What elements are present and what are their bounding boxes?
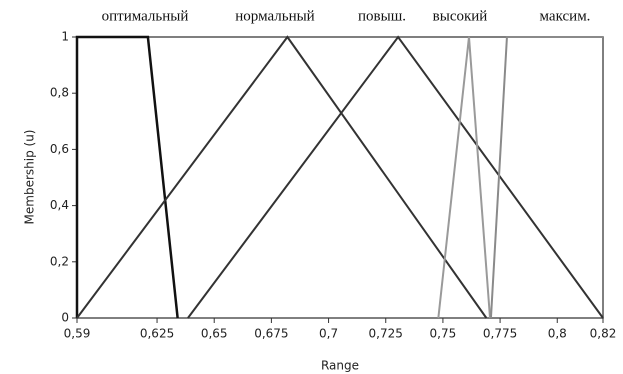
membership-line <box>76 35 488 319</box>
x-tick-label: 0,775 <box>483 327 517 341</box>
x-axis-label: Range <box>321 359 359 373</box>
y-tick-label: 0,8 <box>50 86 69 100</box>
legend-label: повыш. <box>358 8 406 24</box>
x-tick-label: 0,59 <box>64 327 91 341</box>
y-axis-label: Membership (u) <box>23 130 37 225</box>
y-tick-label: 0,6 <box>50 142 69 156</box>
y-tick-label: 0,2 <box>50 254 69 268</box>
membership-line <box>437 36 492 319</box>
legend-label: максим. <box>540 8 591 24</box>
legend-label: нормальный <box>235 8 314 24</box>
legend-label: высокий <box>433 8 488 24</box>
y-tick-label: 0 <box>61 311 69 325</box>
x-tick-label: 0,725 <box>369 327 403 341</box>
y-tick-label: 1 <box>61 30 69 44</box>
legend-label: оптимальный <box>102 8 189 24</box>
plot-frame <box>76 36 604 319</box>
x-tick-label: 0,625 <box>140 327 174 341</box>
membership-line <box>187 35 604 319</box>
membership-line <box>489 36 603 319</box>
y-tick-label: 0,4 <box>50 198 69 212</box>
x-tick-label: 0,8 <box>548 327 567 341</box>
x-tick-label: 0,82 <box>590 327 617 341</box>
x-tick-label: 0,75 <box>430 327 457 341</box>
membership-line <box>75 35 179 319</box>
x-tick-label: 0,675 <box>254 327 288 341</box>
x-tick-label: 0,65 <box>201 327 228 341</box>
x-tick-label: 0,7 <box>319 327 338 341</box>
